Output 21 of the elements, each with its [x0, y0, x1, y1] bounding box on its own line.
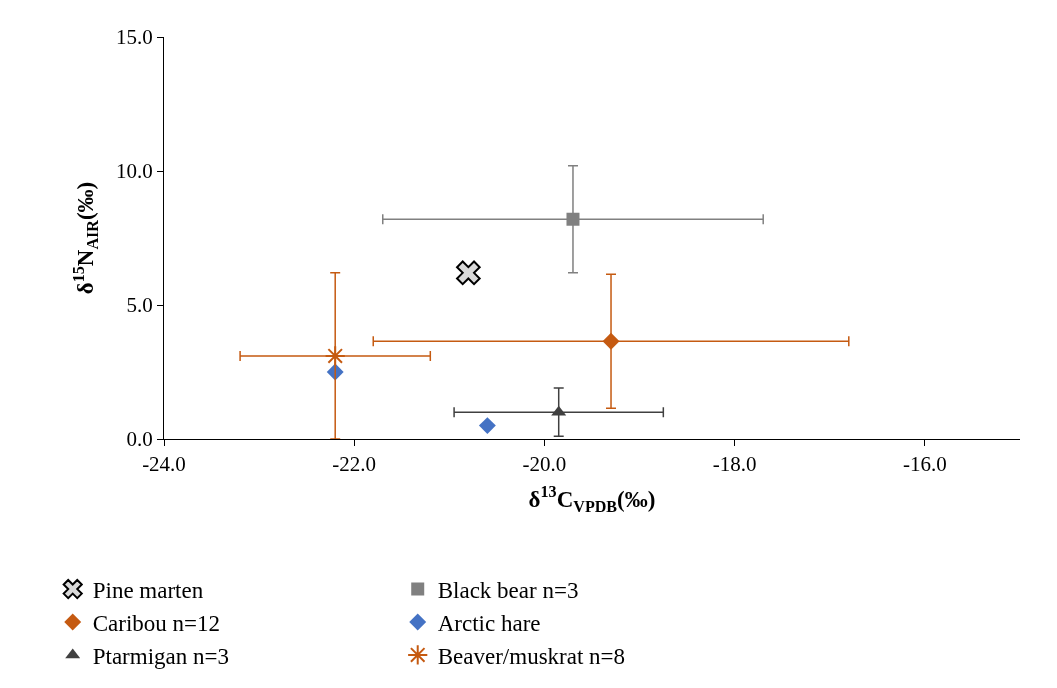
point	[566, 212, 580, 226]
point	[602, 332, 620, 350]
x-tick-label: -24.0	[142, 452, 186, 477]
legend-label: Beaver/muskrat n=8	[437, 643, 626, 669]
y-tick-label: 0.0	[126, 427, 153, 452]
y-tick-label: 10.0	[116, 159, 153, 184]
point	[456, 260, 481, 286]
x-tick-label: -18.0	[712, 452, 757, 477]
y-tick-label: 5.0	[126, 293, 153, 318]
x-tick-label: -22.0	[332, 452, 377, 477]
x-tick-label: -20.0	[522, 452, 567, 477]
legend-label: Arctic hare	[437, 610, 541, 636]
point	[478, 417, 496, 435]
legend-label: Pine marten	[92, 578, 204, 604]
y-tick-label: 15.0	[116, 25, 153, 50]
legend-label: Ptarmigan n=3	[92, 643, 229, 669]
x-tick-label: -16.0	[903, 452, 947, 477]
legend-label: Black bear n=3	[437, 578, 579, 604]
point	[324, 345, 346, 367]
legend-label: Caribou n=12	[92, 610, 221, 636]
x-axis-title: δ$^{13}$C$_{VPDB}$(‰)	[528, 483, 656, 515]
